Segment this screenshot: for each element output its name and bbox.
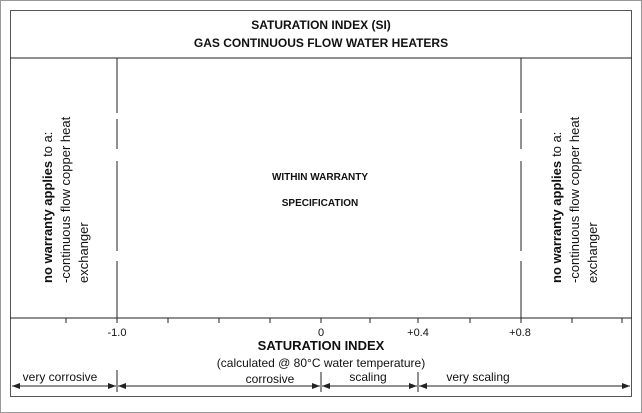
note-line: -continuous flow copper heat (567, 116, 582, 283)
axis-tick-label: +0.4 (407, 327, 429, 339)
note-line: exchanger (585, 222, 600, 283)
zone-label: very scaling (446, 370, 509, 384)
left-note: no warranty applies to a: -continuous flo… (40, 116, 91, 283)
note-text: to a: (40, 132, 55, 157)
note-line: no warranty applies to a: (40, 132, 55, 283)
note-text: to a: (549, 132, 564, 157)
right-note: no warranty applies to a: -continuous flo… (549, 116, 600, 283)
center-label: SPECIFICATION (282, 198, 358, 209)
zone-arrows (12, 370, 630, 392)
note-line: -continuous flow copper heat (58, 116, 73, 283)
note-emphasis: no warranty applies (40, 161, 55, 283)
axis-tick-label: -1.0 (108, 327, 127, 339)
zone-label: very corrosive (23, 370, 98, 384)
axis-tick-label: 0 (318, 327, 324, 339)
note-line: no warranty applies to a: (549, 132, 564, 283)
border (10, 10, 632, 397)
axis-title: SATURATION INDEX (258, 338, 385, 353)
zone-label: scaling (349, 370, 386, 384)
subtitle: GAS CONTINUOUS FLOW WATER HEATERS (194, 36, 448, 50)
note-line: exchanger (76, 222, 91, 283)
note-emphasis: no warranty applies (549, 161, 564, 283)
axis-tick-label: +0.8 (509, 327, 531, 339)
title: SATURATION INDEX (SI) (251, 18, 391, 32)
axis-ticks (65, 318, 623, 323)
zone-label: corrosive (246, 372, 295, 386)
center-label: WITHIN WARRANTY (272, 172, 368, 183)
axis-subtitle: (calculated @ 80°C water temperature) (217, 356, 425, 370)
